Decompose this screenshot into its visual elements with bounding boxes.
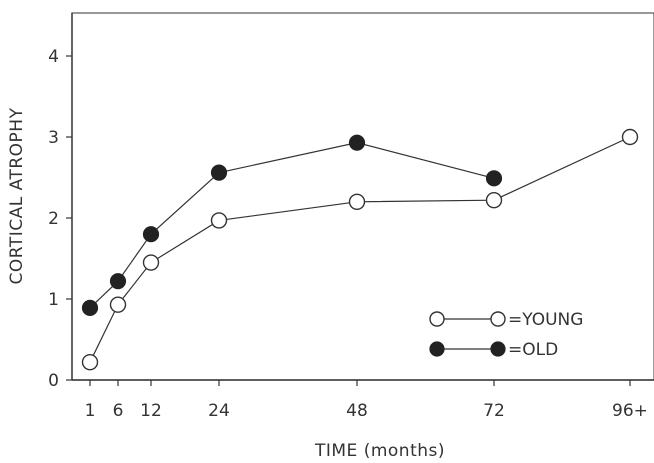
y-tick-label: 3	[48, 128, 59, 148]
data-point-young	[348, 193, 366, 211]
y-axis-ticks: 0 1 2 3 4	[48, 47, 72, 391]
series-layer	[81, 128, 639, 371]
data-point-young	[485, 191, 503, 209]
data-point-old	[109, 273, 127, 290]
x-tick-label: 96+	[612, 401, 648, 421]
legend-young-marker-left	[429, 311, 445, 327]
legend-old-label: =OLD	[508, 340, 558, 360]
data-point-young	[621, 128, 639, 146]
data-point-young	[109, 296, 127, 313]
data-point-old	[142, 226, 160, 243]
legend-old-marker-right	[490, 341, 506, 357]
x-axis-label: TIME (months)	[314, 441, 445, 461]
x-tick-label: 6	[113, 401, 124, 421]
data-point-young	[142, 254, 160, 271]
data-point-young	[81, 353, 99, 371]
data-point-old	[348, 134, 366, 151]
legend-entry-old: =OLD	[429, 340, 558, 360]
data-point-old	[81, 299, 99, 317]
legend-young-label: =YOUNG	[508, 310, 583, 330]
x-tick-label: 1	[85, 401, 96, 421]
data-point-old	[210, 164, 228, 181]
y-tick-label: 0	[48, 371, 59, 391]
legend-old-marker-left	[429, 341, 445, 357]
series-line-old	[89, 142, 495, 309]
y-tick-label: 4	[48, 47, 59, 67]
x-tick-label: 24	[208, 401, 230, 421]
data-point-young	[210, 212, 228, 229]
legend-young-marker-right	[490, 311, 506, 327]
legend-entry-young: =YOUNG	[429, 310, 583, 330]
x-tick-label: 48	[346, 401, 368, 421]
legend: =YOUNG =OLD	[429, 310, 583, 360]
x-axis-ticks: 1 6 12 24 48 72 96+	[85, 380, 648, 421]
y-tick-label: 1	[48, 290, 59, 310]
x-tick-label: 72	[483, 401, 505, 421]
y-tick-label: 2	[48, 209, 59, 229]
data-point-old	[485, 170, 503, 187]
y-axis-label: CORTICAL ATROPHY	[7, 107, 27, 284]
x-tick-label: 12	[140, 401, 162, 421]
